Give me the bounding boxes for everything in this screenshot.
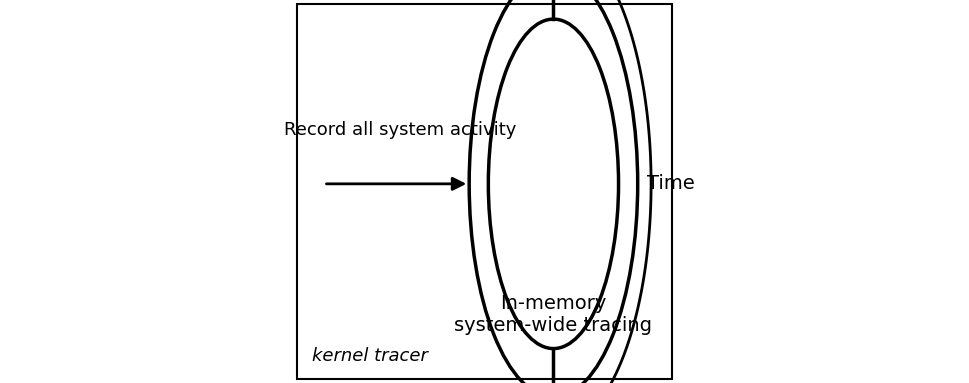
Text: Record all system activity: Record all system activity	[284, 121, 516, 139]
Text: In-memory
system-wide tracing: In-memory system-wide tracing	[454, 293, 652, 335]
Text: Time: Time	[647, 174, 695, 193]
Text: kernel tracer: kernel tracer	[312, 347, 428, 365]
